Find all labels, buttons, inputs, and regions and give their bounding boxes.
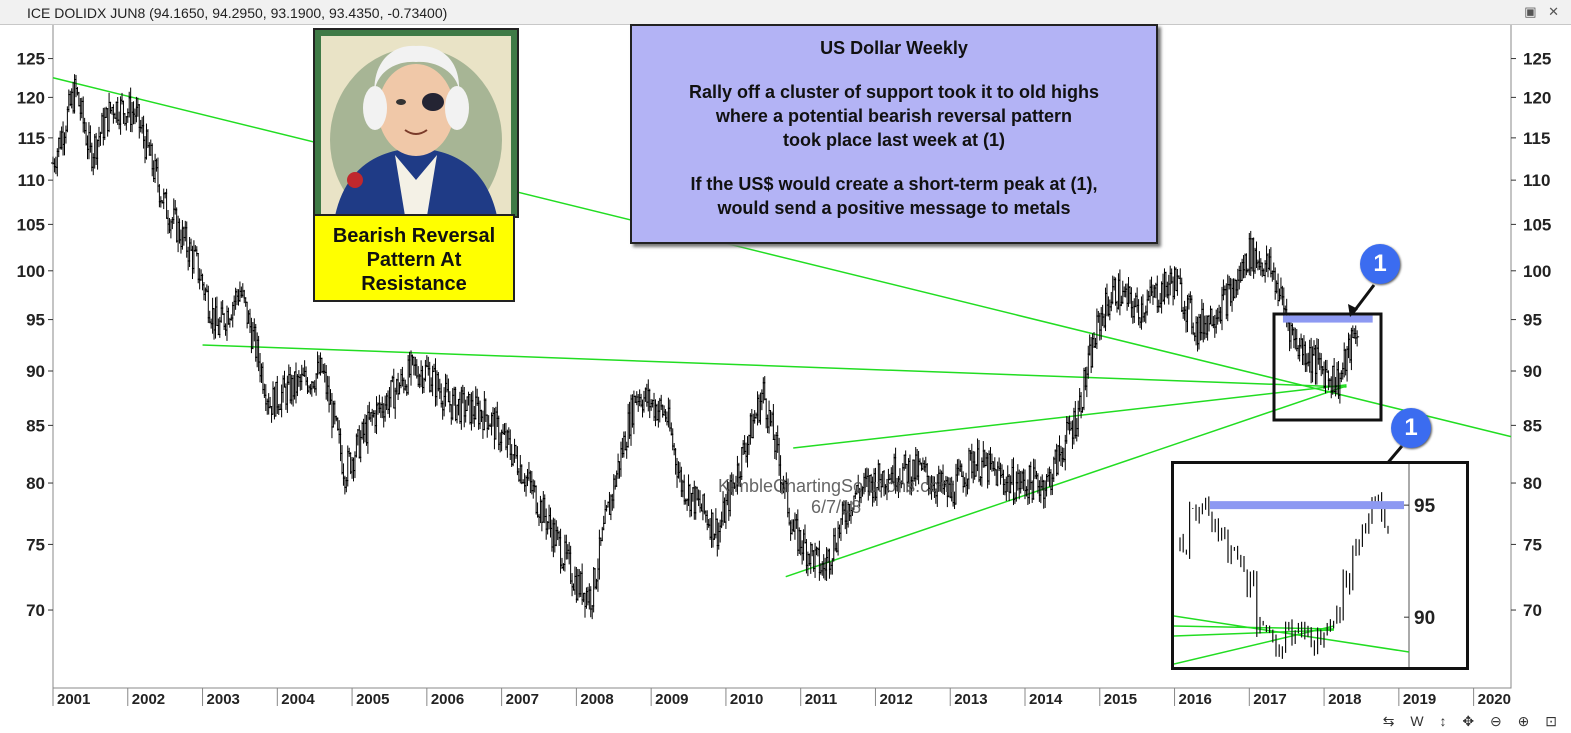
x-tick-label: 2017: [1253, 691, 1286, 708]
inset-plot: 90 95: [1173, 464, 1436, 667]
y-tick-label: 70: [26, 601, 45, 620]
x-tick-label: 2005: [356, 691, 389, 708]
trendline: [52, 77, 1512, 438]
y-tick-label-right: 105: [1523, 215, 1551, 234]
x-tick-label: 2007: [506, 691, 539, 708]
y-tick-label-right: 110: [1523, 171, 1550, 190]
symbol-readout: ICE DOLIDX JUN8 (94.1650, 94.2950, 93.19…: [27, 5, 447, 21]
x-tick-label: 2001: [57, 691, 90, 708]
trendline: [785, 385, 1347, 578]
callout-line-3: Resistance: [361, 273, 467, 295]
commentary-line-1: Rally off a cluster of support took it t…: [688, 82, 1099, 102]
y-tick-label: 115: [18, 129, 45, 148]
inset-trendline: [1173, 625, 1335, 630]
callout-line-1: Bearish Reversal: [332, 225, 496, 247]
ohlc-values: (94.1650, 94.2950, 93.1900, 93.4350, -0.…: [149, 5, 448, 21]
watermark-site: KimbleChartingSolutions.com: [718, 476, 955, 496]
x-tick-label: 2011: [805, 691, 838, 708]
commentary-line-4: If the US$ would create a short-term pea…: [690, 174, 1098, 194]
zoom-inset-chart: 90 95: [1171, 461, 1469, 670]
x-tick-label: 2018: [1328, 691, 1361, 708]
y-tick-label: 95: [26, 311, 45, 330]
inset-y-axis: 90 95: [1404, 496, 1436, 629]
y-axis-left: 70 75 80 85 90 95 100 105 110 115 120 125: [17, 50, 53, 620]
y-tick-label-right: 125: [1523, 50, 1551, 69]
inset-price-bars: [1179, 492, 1389, 659]
portrait-illustration: [315, 30, 517, 216]
resistance-bar: [1282, 315, 1373, 323]
y-tick-label: 120: [17, 88, 45, 107]
y-tick-label: 105: [17, 215, 45, 234]
chart-toolbar[interactable]: ⇆ W ↕ ✥ ⊖ ⊕ ⊡: [1382, 713, 1563, 729]
commentary-box: US Dollar Weekly Rally off a cluster of …: [630, 24, 1158, 244]
badge-arrowhead-main: [1348, 304, 1358, 317]
y-tick-label: 100: [17, 262, 45, 281]
x-tick-label: 2012: [879, 691, 912, 708]
trendline: [202, 344, 1347, 388]
badge-1-inset: 1: [1391, 408, 1431, 448]
commentary-line-2: where a potential bearish reversal patte…: [715, 106, 1073, 126]
y-tick-label-right: 120: [1523, 88, 1551, 107]
chart-title: US Dollar Weekly: [820, 38, 968, 58]
x-tick-label: 2010: [730, 691, 763, 708]
y-axis-right: 70 75 80 85 90 95 100 105 110 115 120 125: [1511, 50, 1551, 620]
watermark: KimbleChartingSolutions.com 6/7/18: [718, 476, 954, 518]
y-tick-label-right: 80: [1523, 474, 1542, 493]
y-tick-label-right: 85: [1523, 416, 1542, 435]
badge-1-main: 1: [1360, 244, 1400, 284]
x-tick-label: 2020: [1478, 691, 1511, 708]
inset-resistance-zone: [1210, 501, 1404, 510]
symbol-name: ICE DOLIDX JUN8: [27, 5, 146, 21]
window-controls[interactable]: ▣ ✕: [1524, 4, 1563, 19]
callout-line-2: Pattern At: [366, 249, 462, 271]
x-tick-label: 2002: [132, 691, 165, 708]
chart-header: ICE DOLIDX JUN8 (94.1650, 94.2950, 93.19…: [0, 0, 1571, 25]
x-tick-label: 2008: [580, 691, 613, 708]
y-tick-label: 85: [26, 416, 45, 435]
y-tick-label-right: 90: [1523, 362, 1542, 381]
y-tick-label-right: 115: [1523, 129, 1550, 148]
y-tick-label: 125: [17, 50, 45, 69]
bearish-reversal-callout: Bearish Reversal Pattern At Resistance: [313, 214, 515, 302]
y-tick-label-right: 70: [1523, 601, 1542, 620]
inset-y-tick-label: 90: [1414, 608, 1435, 629]
inset-trendline: [1173, 625, 1335, 665]
x-tick-label: 2004: [281, 691, 315, 708]
x-tick-label: 2006: [431, 691, 464, 708]
x-tick-label: 2016: [1179, 691, 1212, 708]
inset-trendline: [1173, 629, 1335, 637]
resistance-zone: [1282, 315, 1373, 323]
commentary-line-5: would send a positive message to metals: [717, 198, 1071, 218]
x-tick-label: 2013: [954, 691, 987, 708]
watermark-date: 6/7/18: [811, 497, 862, 517]
y-tick-label: 90: [26, 362, 45, 381]
y-tick-label: 110: [18, 171, 45, 190]
y-tick-label-right: 100: [1523, 262, 1551, 281]
x-tick-label: 2009: [655, 691, 688, 708]
x-tick-label: 2019: [1403, 691, 1436, 708]
commentary-line-3: took place last week at (1): [782, 130, 1006, 150]
x-tick-label: 2014: [1029, 691, 1063, 708]
x-tick-label: 2015: [1104, 691, 1137, 708]
y-tick-label: 75: [26, 535, 45, 554]
inset-y-tick-label: 95: [1414, 496, 1436, 517]
price-bars: [51, 74, 1360, 620]
y-tick-label-right: 95: [1523, 311, 1542, 330]
y-tick-label: 80: [26, 474, 45, 493]
pattern-highlight-box: [1272, 312, 1383, 422]
y-tick-label-right: 75: [1523, 535, 1542, 554]
washington-portrait-image: [313, 28, 519, 218]
x-axis: 2001 2002 2003 2004 2005 2006 2007 2008 2009 2010…: [52, 688, 1511, 708]
x-tick-label: 2003: [207, 691, 240, 708]
